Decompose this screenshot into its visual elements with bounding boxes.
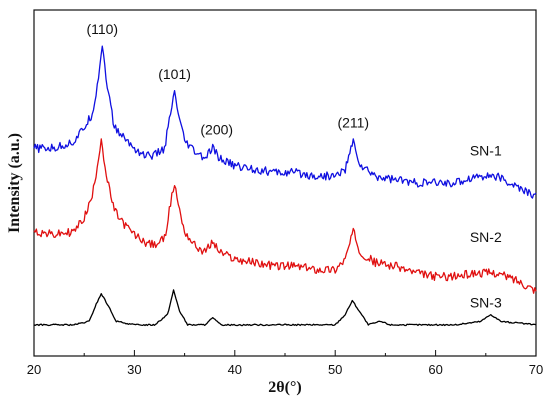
x-tick-label: 50 — [328, 362, 342, 377]
x-tick-label: 70 — [529, 362, 543, 377]
peak-label: (200) — [200, 122, 233, 138]
peak-annotations: (110) (101) (200) (211) — [86, 21, 369, 137]
x-tick-label: 60 — [428, 362, 442, 377]
x-axis-ticks: 20 30 40 50 60 70 — [27, 350, 543, 377]
series-line-sn-1 — [33, 45, 537, 199]
series-lines — [33, 45, 537, 327]
series-line-sn-3 — [33, 289, 537, 327]
peak-label: (110) — [86, 21, 118, 37]
peak-label: (101) — [158, 66, 191, 82]
x-tick-label: 30 — [127, 362, 141, 377]
x-tick-label: 40 — [228, 362, 242, 377]
series-line-sn-2 — [33, 138, 537, 294]
series-label: SN-1 — [470, 142, 502, 158]
peak-label: (211) — [337, 115, 369, 131]
y-axis-title: Intensity (a.u.) — [6, 133, 23, 233]
series-label: SN-3 — [470, 295, 502, 311]
series-labels: SN-1 SN-2 SN-3 — [470, 142, 502, 310]
series-label: SN-2 — [470, 229, 502, 245]
x-tick-label: 20 — [27, 362, 41, 377]
x-axis-title: 2θ(°) — [268, 379, 301, 396]
